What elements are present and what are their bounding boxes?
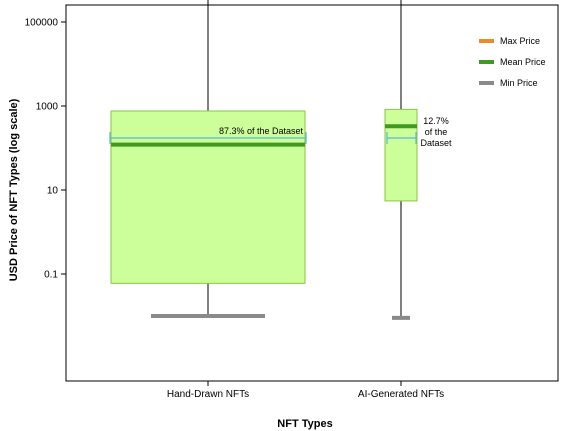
legend-label: Min Price [500, 78, 538, 88]
box-iqr [384, 108, 418, 202]
y-tick-label: 0.1 [44, 270, 58, 281]
y-axis-label: USD Price of NFT Types (log scale) [8, 98, 20, 281]
boxes: 87.3% of the Dataset 12.7% of the Dataset [109, 0, 452, 320]
x-tick-label: Hand-Drawn NFTs [167, 389, 249, 400]
x-axis-label: NFT Types [277, 418, 332, 430]
x-tick-label: AI-Generated NFTs [358, 389, 444, 400]
legend-label: Max Price [500, 36, 540, 46]
dataset-share-label: 87.3% of the Dataset [219, 126, 304, 136]
y-tick-label: 10 [47, 186, 59, 197]
y-tick-label: 1000 [36, 102, 59, 113]
y-tick-label: 100000 [25, 18, 59, 29]
x-axis: Hand-Drawn NFTs AI-Generated NFTs [167, 381, 444, 400]
box-iqr [110, 110, 306, 284]
dataset-share-label: 12.7% of the Dataset [420, 116, 452, 148]
y-axis: 0.1 10 1000 100000 [25, 18, 66, 281]
legend: Max Price Mean Price Min Price [479, 36, 546, 88]
legend-label: Mean Price [500, 57, 546, 67]
